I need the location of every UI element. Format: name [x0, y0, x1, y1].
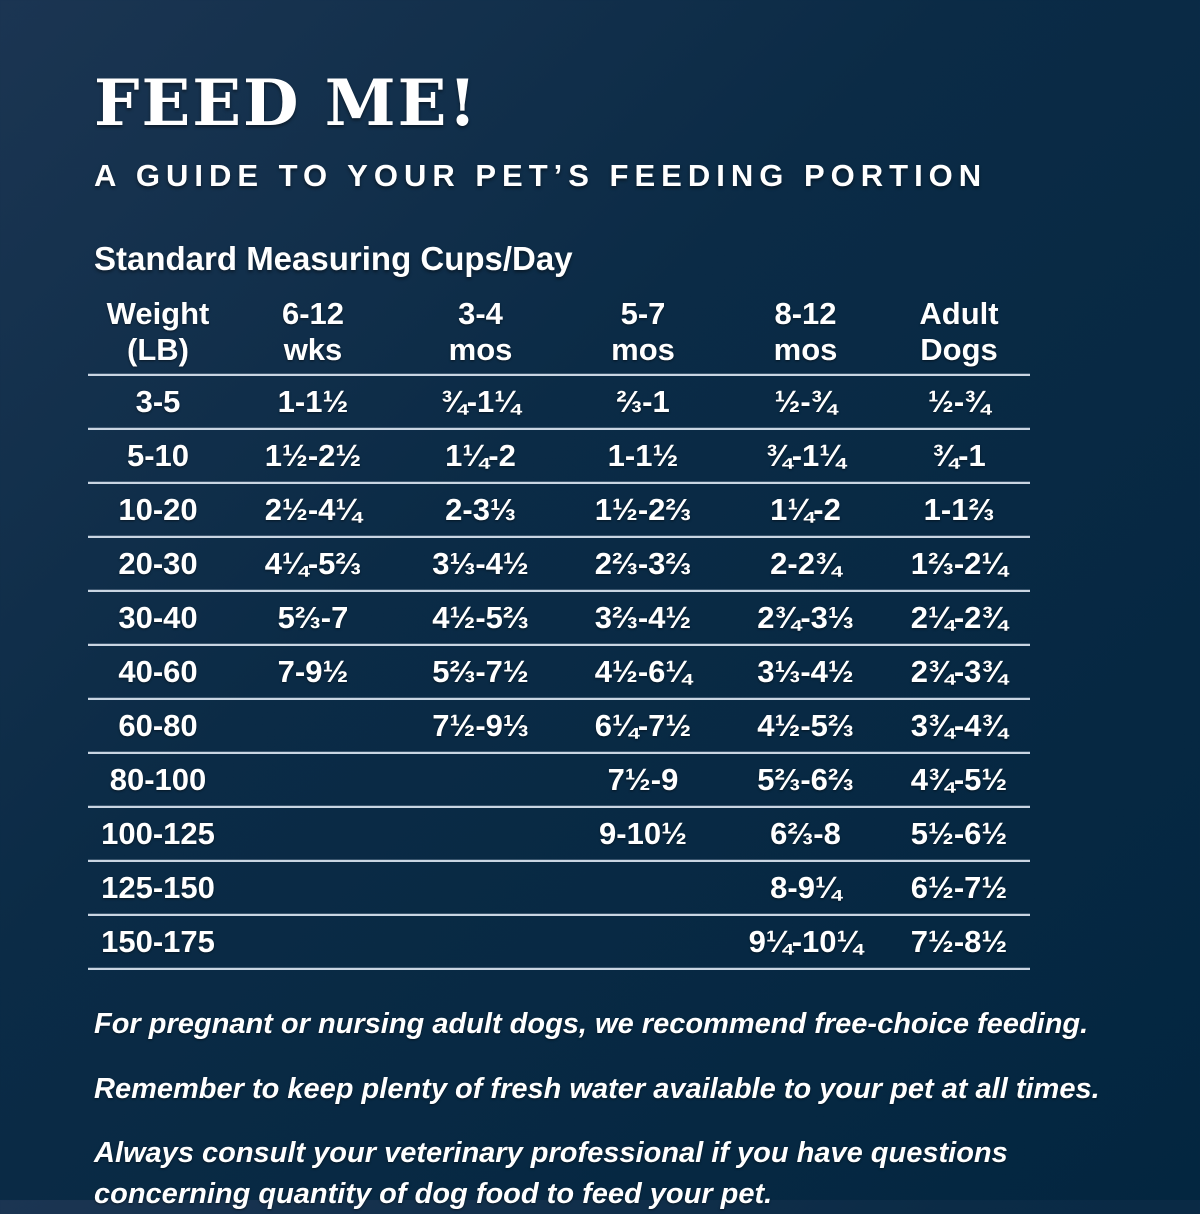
table-cell: 5⅔-7½ — [432, 654, 529, 689]
table-cell: 7½-8½ — [910, 924, 1008, 959]
table-cell: 1½-2½ — [264, 438, 362, 473]
column-header: Adult Dogs — [919, 296, 999, 367]
table-cell: 150-175 — [101, 924, 215, 959]
table-row: 100-125 9-10½ 6⅔-8 5½-6½ — [88, 808, 1030, 862]
footnotes: For pregnant or nursing adult dogs, we r… — [94, 1004, 1130, 1214]
column-header: 8-12 mos — [773, 296, 838, 367]
table-cell: 1-1½ — [607, 438, 679, 473]
table-row: 150-175 9¼-10¼ 7½-8½ — [88, 916, 1030, 970]
table-cell: 5½-6½ — [910, 816, 1008, 851]
table-cell: 2¾-3¾ — [910, 654, 1008, 689]
table-row: 125-150 8-9¼ 6½-7½ — [88, 862, 1030, 916]
footnote-fresh-water: Remember to keep plenty of fresh water a… — [94, 1072, 1100, 1105]
table-cell: 5-10 — [126, 438, 190, 473]
table-cell: 60-80 — [118, 708, 198, 743]
table-cell — [228, 862, 398, 914]
column-header: 6-12 wks — [281, 296, 345, 367]
table-cell: 7-9½ — [277, 654, 349, 689]
table-cell — [398, 862, 563, 914]
table-cell: ½-¾ — [774, 384, 837, 419]
column-header: Weight (LB) — [106, 296, 210, 367]
table-row: 3-5 1-1½ ¾-1¼ ⅔-1 ½-¾ ½-¾ — [88, 376, 1030, 430]
table-cell: 100-125 — [101, 816, 215, 851]
table-cell — [228, 700, 398, 752]
table-cell: 30-40 — [118, 600, 198, 635]
table-cell — [398, 916, 563, 968]
column-header: 3-4 mos — [448, 296, 513, 367]
table-cell: 8-9¼ — [770, 870, 841, 905]
table-cell: 6¼-7½ — [594, 708, 692, 743]
table-cell: 5⅔-6⅔ — [757, 762, 854, 797]
table-cell: ¾-1 — [932, 438, 986, 473]
column-header: 5-7 mos — [611, 296, 675, 367]
table-cell: 7½-9⅓ — [432, 708, 529, 743]
table-cell — [563, 916, 723, 968]
table-cell — [398, 754, 563, 806]
table-cell: 4½-5⅔ — [432, 600, 529, 635]
table-cell: 2⅔-3⅔ — [594, 546, 692, 581]
table-cell: 1¼-2 — [770, 492, 841, 527]
table-cell: 4¼-5⅔ — [264, 546, 362, 581]
table-cell: ¾-1¼ — [765, 438, 846, 473]
table-cell: 2-3⅓ — [445, 492, 516, 527]
table-cell: 4½-5⅔ — [757, 708, 854, 743]
table-row: 20-30 4¼-5⅔ 3⅓-4½ 2⅔-3⅔ 2-2¾ 1⅔-2¼ — [88, 538, 1030, 592]
table-cell: 3-5 — [135, 384, 181, 419]
table-cell: 3⅓-4½ — [757, 654, 854, 689]
table-cell — [563, 862, 723, 914]
table-cell: 1½-2⅔ — [594, 492, 692, 527]
table-cell: 1-1½ — [277, 384, 349, 419]
footnote-pregnant-nursing: For pregnant or nursing adult dogs, we r… — [94, 1008, 1089, 1040]
table-row: 10-20 2½-4¼ 2-3⅓ 1½-2⅔ 1¼-2 1-1⅔ — [88, 484, 1030, 538]
table-row: 60-80 7½-9⅓ 6¼-7½ 4½-5⅔ 3¾-4¾ — [88, 700, 1030, 754]
table-cell: 10-20 — [118, 492, 198, 527]
table-cell: 2½-4¼ — [264, 492, 362, 527]
page-title: FEED ME! — [94, 66, 479, 141]
feeding-table: Weight (LB) 6-12 wks 3-4 mos 5-7 mos 8-12 mos Adul… — [88, 296, 1030, 970]
footnote-consult-vet: Always consult your veterinary professio… — [94, 1137, 1008, 1210]
table-row: 80-100 7½-9 5⅔-6⅔ 4¾-5½ — [88, 754, 1030, 808]
table-row: 40-60 7-9½ 5⅔-7½ 4½-6¼ 3⅓-4½ 2¾-3¾ — [88, 646, 1030, 700]
table-row: 5-10 1½-2½ 1¼-2 1-1½ ¾-1¼ ¾-1 — [88, 430, 1030, 484]
table-cell: 1⅔-2¼ — [910, 546, 1008, 581]
table-cell: ¾-1¼ — [440, 384, 521, 419]
table-cell: 7½-9 — [607, 762, 679, 797]
table-cell: 125-150 — [101, 870, 215, 905]
table-cell: 4½-6¼ — [594, 654, 692, 689]
table-row: 30-40 5⅔-7 4½-5⅔ 3⅔-4½ 2¾-3⅓ 2¼-2¾ — [88, 592, 1030, 646]
table-cell: 6⅔-8 — [770, 816, 841, 851]
table-cell: 4¾-5½ — [910, 762, 1008, 797]
table-caption: Standard Measuring Cups/Day — [94, 240, 573, 277]
table-cell — [228, 916, 398, 968]
table-cell: 1¼-2 — [445, 438, 516, 473]
table-cell: 3⅓-4½ — [432, 546, 529, 581]
table-cell: 80-100 — [109, 762, 207, 797]
table-cell: 6½-7½ — [910, 870, 1008, 905]
table-cell: 3⅔-4½ — [594, 600, 692, 635]
table-cell: ⅔-1 — [616, 384, 670, 419]
table-header-row: Weight (LB) 6-12 wks 3-4 mos 5-7 mos 8-12 mos Adul… — [88, 296, 1030, 376]
table-cell — [228, 808, 398, 860]
table-cell — [398, 808, 563, 860]
table-cell: 1-1⅔ — [923, 492, 995, 527]
table-cell: 2¼-2¾ — [910, 600, 1008, 635]
table-cell: 9¼-10¼ — [748, 924, 863, 959]
table-cell: ½-¾ — [927, 384, 991, 419]
table-cell: 40-60 — [118, 654, 198, 689]
table-cell — [228, 754, 398, 806]
table-cell: 20-30 — [118, 546, 198, 581]
page-subtitle: A GUIDE TO YOUR PET’S FEEDING PORTION — [94, 158, 988, 193]
table-cell: 2¾-3⅓ — [757, 600, 854, 635]
table-cell: 3¾-4¾ — [910, 708, 1008, 743]
table-cell: 2-2¾ — [770, 546, 841, 581]
table-cell: 9-10½ — [599, 816, 687, 851]
table-cell: 5⅔-7 — [277, 600, 349, 635]
